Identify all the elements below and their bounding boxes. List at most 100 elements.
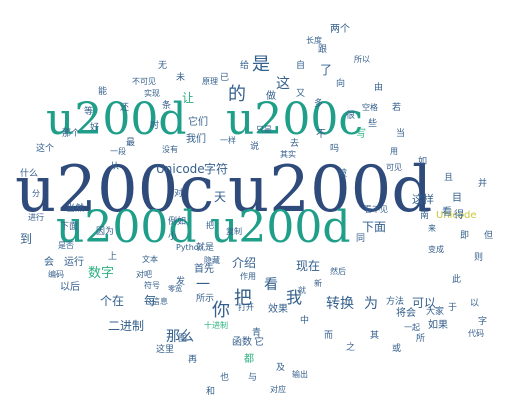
word-85: 用 [390, 147, 398, 156]
word-120: 什么 [20, 169, 39, 179]
word-47: 写 [356, 129, 366, 140]
word-78: 一样 [220, 136, 236, 145]
word-71: 作用 [240, 272, 256, 281]
word-27: 首先 [194, 264, 214, 275]
word-122: 那个 [62, 129, 81, 139]
word-156: 未 [176, 73, 186, 83]
word-86: 变成 [428, 245, 444, 254]
word-51: 做 [266, 91, 276, 102]
word-16: Unicode [156, 162, 205, 176]
word-32: Unicode [436, 210, 477, 221]
word-150: 由 [374, 83, 384, 93]
word-117: 还 [120, 103, 130, 113]
word-02: u200d [46, 94, 187, 145]
word-135: 之 [346, 343, 356, 353]
word-59: 复制 [226, 227, 242, 236]
word-143: 即 [460, 231, 470, 241]
word-134: 而 [324, 331, 334, 341]
word-102: 同 [356, 234, 366, 244]
word-149: 若 [392, 103, 402, 113]
word-80: 其实 [280, 150, 296, 159]
word-109: 去 [290, 139, 300, 149]
word-145: 并 [478, 179, 488, 189]
word-110: 说 [250, 142, 260, 152]
word-82: 所以 [354, 55, 370, 64]
word-155: 已 [220, 73, 230, 83]
word-132: 与 [248, 373, 258, 383]
word-25: 让 [182, 91, 195, 105]
word-57: 所示 [196, 294, 215, 304]
word-114: 又 [296, 89, 306, 99]
word-60: 打开 [238, 303, 254, 312]
word-12: 转换 [326, 296, 354, 312]
word-00: u200c [15, 153, 215, 227]
word-127: 就是 [196, 243, 215, 253]
word-83: 只是 [256, 125, 272, 134]
word-97: 青 [252, 328, 262, 338]
word-138: 所 [416, 334, 426, 344]
word-157: 无 [158, 61, 168, 71]
word-89: 是否 [58, 241, 74, 250]
word-93: 实现 [144, 89, 160, 98]
word-148: 当 [396, 129, 406, 139]
word-116: 能 [98, 87, 108, 97]
word-01: u200d [228, 153, 433, 227]
word-36: 以后 [60, 282, 80, 293]
word-28: 介绍 [232, 256, 257, 270]
word-45: 它们 [188, 117, 208, 128]
word-37: 会 [44, 257, 54, 268]
word-29: 现在 [296, 259, 321, 273]
word-136: 其 [370, 331, 380, 341]
word-76: 对吧 [136, 270, 152, 279]
word-30: 可以 [412, 296, 437, 310]
word-151: 向 [336, 79, 346, 89]
word-144: 但 [484, 231, 494, 241]
word-84: 看不见 [364, 205, 388, 214]
word-08: 你 [212, 300, 230, 321]
word-35: 它 [254, 337, 264, 348]
word-61: 零宽 [168, 285, 182, 293]
word-21: 二进制 [108, 319, 145, 333]
word-33: 都 [244, 354, 254, 365]
word-67: 就 [298, 286, 306, 295]
word-115: 等 [84, 107, 94, 117]
word-04: u200d [56, 202, 197, 253]
word-72: 对应 [270, 385, 286, 394]
word-74: 一起 [404, 323, 420, 332]
word-46: 我们 [186, 134, 206, 145]
word-108: 被 [338, 169, 348, 179]
word-141: 此 [452, 275, 462, 285]
word-140: 以 [470, 299, 480, 309]
word-101: 小 [168, 232, 178, 242]
word-154: 给 [240, 61, 250, 71]
word-22: 到 [20, 232, 33, 246]
word-153: 自 [296, 61, 306, 71]
word-68: 输出 [292, 370, 308, 379]
word-99: 中 [300, 316, 310, 326]
word-130: 也 [220, 373, 230, 383]
word-14: 那么 [166, 329, 194, 345]
word-104: 最 [126, 138, 136, 148]
word-64: 信息 [152, 297, 168, 306]
word-92: 原理 [202, 77, 218, 86]
word-58: 图 [178, 334, 188, 344]
word-152: 跟 [318, 45, 328, 55]
word-106: 条 [162, 101, 172, 111]
word-118: 从 [110, 162, 120, 172]
word-52: 把 [206, 221, 214, 230]
word-09: 把 [234, 288, 252, 309]
word-69: 然后 [330, 267, 346, 276]
word-95: 大家 [426, 307, 445, 317]
word-18: 个在 [100, 294, 125, 308]
word-137: 或 [392, 344, 402, 354]
word-75: 来 [428, 224, 436, 233]
word-43: 两个 [330, 24, 350, 35]
word-90: 进行 [28, 213, 44, 222]
word-31: 这样 [412, 193, 434, 206]
word-39: 效果 [268, 304, 288, 315]
word-63: 隐藏 [204, 256, 220, 265]
word-24: 这 [276, 76, 290, 92]
word-124: 当然 [66, 204, 85, 214]
word-41: 如果 [428, 320, 448, 331]
word-147: 如 [418, 157, 428, 167]
